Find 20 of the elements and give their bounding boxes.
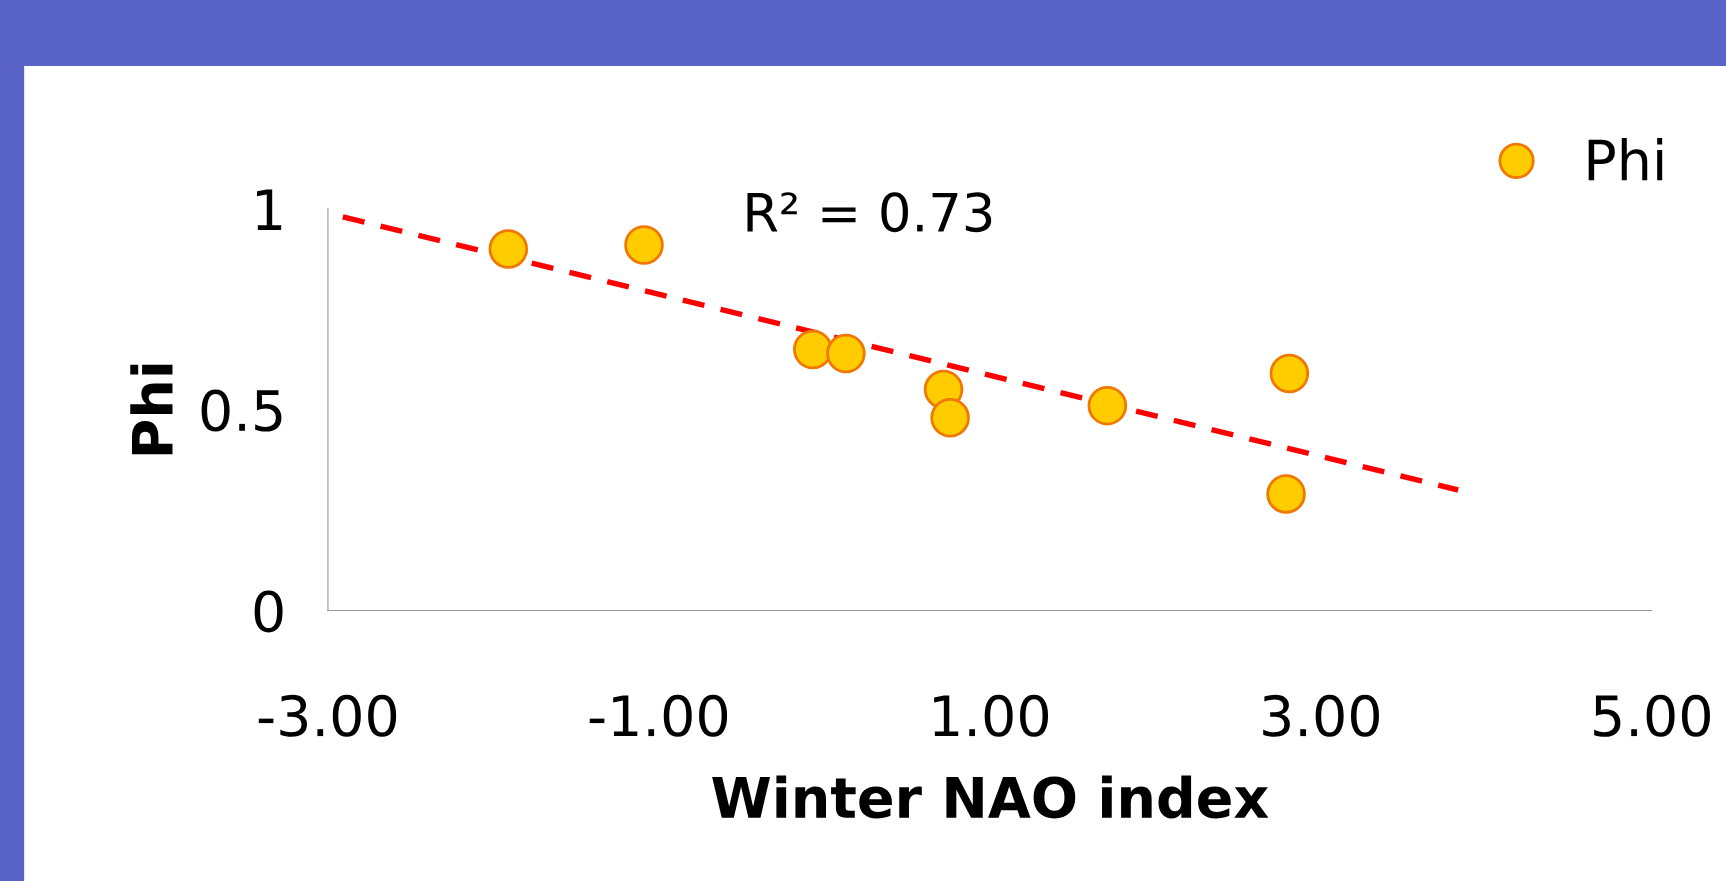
- legend-label: Phi: [1588, 138, 1663, 181]
- point: [793, 329, 833, 370]
- point: [488, 229, 529, 269]
- x-tick-label: 3.00: [1263, 694, 1379, 737]
- y-tick-label: 1: [257, 189, 282, 230]
- annotation: R² = 0.73: [747, 192, 992, 233]
- x-tick-label: 5.00: [1594, 694, 1710, 737]
- x-axis-title: Winter NAO index: [712, 775, 1269, 819]
- x-tick-label: 1.00: [934, 694, 1049, 737]
- point: [1266, 474, 1306, 514]
- y-axis-title: Phi: [130, 364, 173, 455]
- y-tick-label: 0: [254, 590, 283, 633]
- y-tick-label: 0.5: [201, 389, 282, 432]
- point: [1087, 385, 1128, 426]
- point: [1269, 353, 1310, 394]
- x-tick-label: -1.00: [589, 694, 728, 737]
- x-tick-label: -3.00: [258, 694, 397, 737]
- point: [930, 397, 970, 438]
- point: [624, 225, 664, 265]
- point: [826, 333, 866, 374]
